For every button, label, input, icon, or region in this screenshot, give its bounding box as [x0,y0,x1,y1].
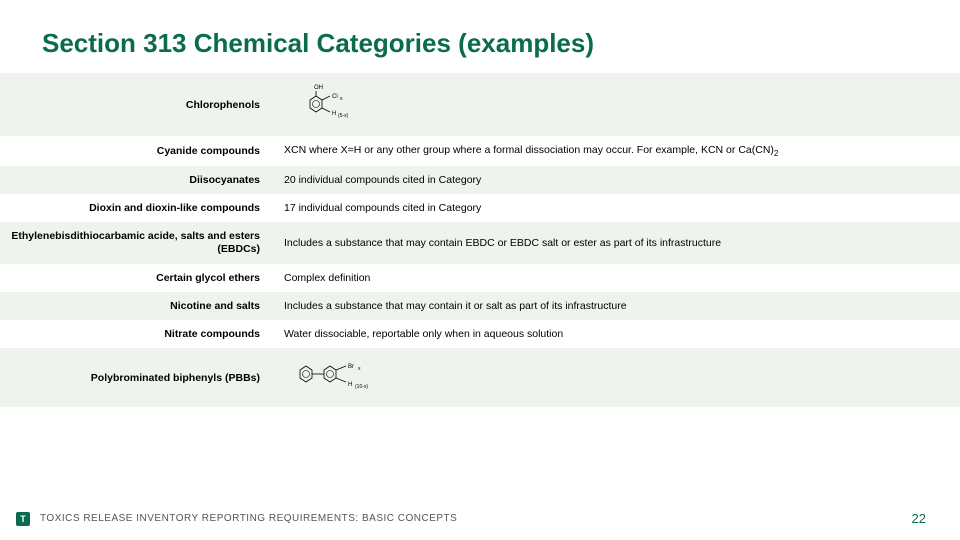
svg-text:H: H [332,111,336,117]
row-label: Nicotine and salts [0,292,270,320]
svg-text:H: H [348,382,352,388]
diagram-label: OH [314,85,323,91]
table-row: Chlorophenols OH Cl x H (5-x) [0,73,960,136]
row-desc: Includes a substance that may contain EB… [270,222,960,264]
table-row: Nitrate compounds Water dissociable, rep… [0,320,960,348]
row-label: Nitrate compounds [0,320,270,348]
table-row: Cyanide compounds XCN where X=H or any o… [0,136,960,166]
slide-title: Section 313 Chemical Categories (example… [0,0,960,73]
row-label: Cyanide compounds [0,136,270,166]
desc-text: XCN where X=H or any other group where a… [284,144,774,156]
table-row: Nicotine and salts Includes a substance … [0,292,960,320]
row-desc: Water dissociable, reportable only when … [270,320,960,348]
footer-logo-icon: T [16,512,30,526]
row-label: Polybrominated biphenyls (PBBs) [0,348,270,407]
row-desc: XCN where X=H or any other group where a… [270,136,960,166]
footer: T TOXICS RELEASE INVENTORY REPORTING REQ… [0,511,960,526]
row-desc: 17 individual compounds cited in Categor… [270,194,960,222]
row-label: Dioxin and dioxin-like compounds [0,194,270,222]
chemical-categories-table: Chlorophenols OH Cl x H (5-x) [0,73,960,407]
table-row: Dioxin and dioxin-like compounds 17 indi… [0,194,960,222]
pbb-diagram: Br x H (10-x) [290,356,400,399]
chlorophenol-diagram: OH Cl x H (5-x) [290,81,360,128]
row-desc: 20 individual compounds cited in Categor… [270,166,960,194]
row-desc: Br x H (10-x) [270,348,960,407]
svg-text:x: x [340,96,343,102]
row-desc: Complex definition [270,264,960,292]
row-label: Certain glycol ethers [0,264,270,292]
row-label: Chlorophenols [0,73,270,136]
table-row: Diisocyanates 20 individual compounds ci… [0,166,960,194]
page-number: 22 [912,511,926,526]
table-row: Polybrominated biphenyls (PBBs) Br x H [0,348,960,407]
row-desc: OH Cl x H (5-x) [270,73,960,136]
footer-text: TOXICS RELEASE INVENTORY REPORTING REQUI… [40,513,912,524]
svg-text:Br: Br [348,364,354,370]
table-row: Certain glycol ethers Complex definition [0,264,960,292]
row-label: Ethylenebisdithiocarbamic acide, salts a… [0,222,270,264]
svg-text:(5-x): (5-x) [338,113,349,119]
table-row: Ethylenebisdithiocarbamic acide, salts a… [0,222,960,264]
desc-sub: 2 [774,149,778,158]
row-desc: Includes a substance that may contain it… [270,292,960,320]
svg-text:(10-x): (10-x) [355,384,368,390]
svg-text:Cl: Cl [332,94,338,100]
row-label: Diisocyanates [0,166,270,194]
svg-text:x: x [358,366,361,372]
